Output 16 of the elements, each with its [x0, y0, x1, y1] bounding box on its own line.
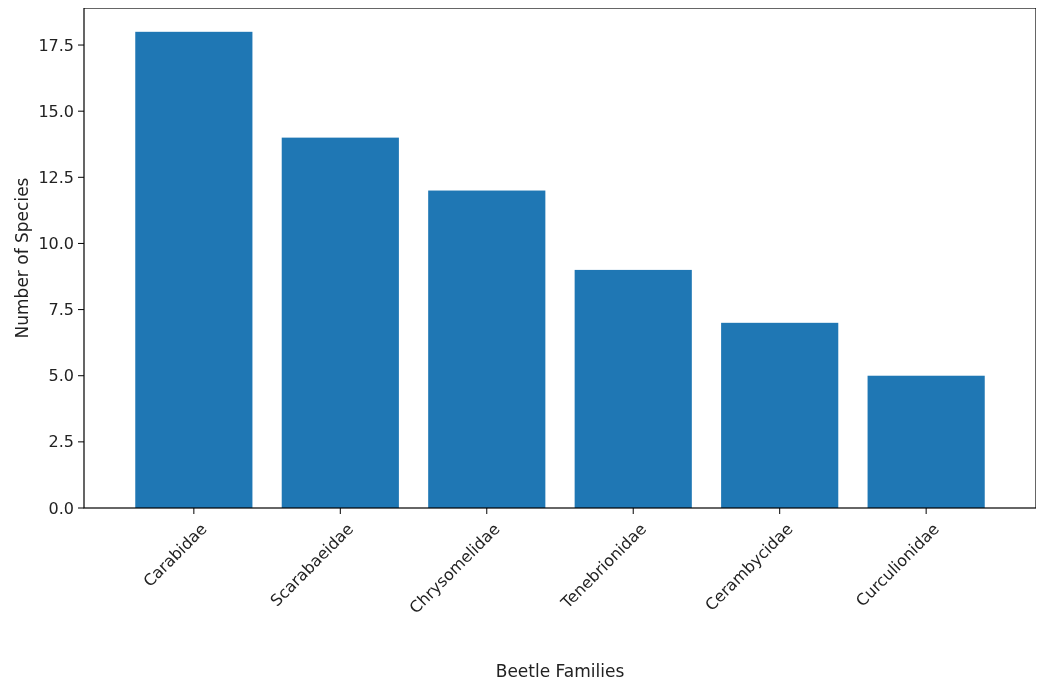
y-tick-label: 15.0	[38, 101, 74, 121]
y-tick-label: 10.0	[38, 234, 74, 254]
bar	[281, 137, 399, 508]
y-tick-label: 17.5	[38, 35, 74, 55]
bar	[867, 375, 985, 508]
bar	[721, 322, 839, 508]
x-axis-title: Beetle Families	[495, 661, 625, 681]
bar	[135, 31, 253, 508]
y-tick-label: 0.0	[48, 498, 74, 518]
y-tick-label: 2.5	[48, 432, 74, 452]
bar	[574, 269, 692, 508]
y-tick-label: 12.5	[38, 167, 74, 187]
y-tick-label: 5.0	[48, 366, 74, 386]
y-axis-title: Number of Species	[12, 177, 32, 339]
bar	[428, 190, 546, 508]
y-tick-label: 7.5	[48, 300, 74, 320]
